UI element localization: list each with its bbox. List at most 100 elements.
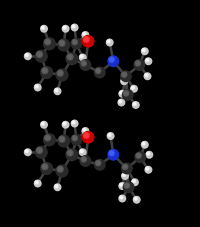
Circle shape <box>45 136 50 141</box>
Circle shape <box>145 74 148 77</box>
Circle shape <box>35 50 48 64</box>
Circle shape <box>35 181 38 184</box>
Circle shape <box>55 89 58 92</box>
Circle shape <box>131 86 135 90</box>
Circle shape <box>44 39 51 46</box>
Circle shape <box>54 183 62 191</box>
Circle shape <box>58 136 66 143</box>
Circle shape <box>57 39 70 52</box>
Circle shape <box>84 134 89 138</box>
Circle shape <box>35 86 38 88</box>
Circle shape <box>24 149 32 157</box>
Circle shape <box>24 149 29 154</box>
Circle shape <box>40 121 48 129</box>
Circle shape <box>25 54 28 57</box>
Circle shape <box>121 79 125 83</box>
Circle shape <box>55 165 69 178</box>
Circle shape <box>82 36 95 48</box>
Circle shape <box>120 78 128 86</box>
Circle shape <box>82 128 86 133</box>
Circle shape <box>79 149 87 157</box>
Circle shape <box>68 151 72 155</box>
Circle shape <box>131 87 134 90</box>
Circle shape <box>65 148 78 162</box>
Circle shape <box>54 89 59 93</box>
Circle shape <box>134 197 137 200</box>
Circle shape <box>34 85 39 89</box>
Circle shape <box>72 26 75 29</box>
Circle shape <box>119 183 123 187</box>
Circle shape <box>107 56 119 68</box>
Circle shape <box>83 132 90 139</box>
Circle shape <box>81 127 89 135</box>
Circle shape <box>57 135 70 148</box>
Circle shape <box>79 155 91 167</box>
Circle shape <box>106 39 114 47</box>
Circle shape <box>43 69 47 74</box>
Circle shape <box>62 26 70 34</box>
Circle shape <box>141 141 149 149</box>
Circle shape <box>60 137 64 142</box>
Circle shape <box>141 49 146 53</box>
Circle shape <box>106 40 111 44</box>
Circle shape <box>133 196 141 204</box>
Circle shape <box>130 85 138 93</box>
Circle shape <box>80 150 83 153</box>
Circle shape <box>73 41 77 45</box>
Circle shape <box>72 121 75 124</box>
Circle shape <box>117 99 125 107</box>
Circle shape <box>120 184 123 186</box>
Circle shape <box>41 163 48 170</box>
Circle shape <box>122 73 126 77</box>
Circle shape <box>145 167 149 171</box>
Circle shape <box>41 123 44 126</box>
Circle shape <box>80 61 87 67</box>
Circle shape <box>66 150 74 157</box>
Circle shape <box>58 72 62 76</box>
Circle shape <box>83 129 86 132</box>
Circle shape <box>79 60 91 72</box>
Circle shape <box>94 159 106 171</box>
Circle shape <box>144 166 152 174</box>
Circle shape <box>63 123 66 126</box>
Circle shape <box>141 142 146 146</box>
Circle shape <box>41 26 45 31</box>
Circle shape <box>95 160 101 167</box>
Circle shape <box>25 150 28 153</box>
Circle shape <box>142 143 145 145</box>
Circle shape <box>82 158 86 162</box>
Circle shape <box>131 178 139 186</box>
Circle shape <box>119 195 123 200</box>
Circle shape <box>141 48 149 56</box>
Circle shape <box>108 134 111 137</box>
Circle shape <box>36 52 43 59</box>
Circle shape <box>58 167 62 172</box>
Circle shape <box>80 56 83 59</box>
Circle shape <box>24 54 29 58</box>
Circle shape <box>123 181 135 193</box>
Circle shape <box>124 92 128 96</box>
Circle shape <box>37 148 42 153</box>
Circle shape <box>123 165 127 169</box>
Circle shape <box>118 182 126 190</box>
Circle shape <box>119 91 123 95</box>
Circle shape <box>96 161 100 165</box>
Circle shape <box>133 103 136 106</box>
Circle shape <box>60 42 64 46</box>
Circle shape <box>79 54 87 62</box>
Circle shape <box>55 69 69 82</box>
Circle shape <box>81 32 89 40</box>
Circle shape <box>146 168 149 170</box>
Circle shape <box>43 38 56 51</box>
Circle shape <box>70 39 82 51</box>
Circle shape <box>124 183 130 189</box>
Circle shape <box>71 121 76 125</box>
Circle shape <box>95 68 101 75</box>
Circle shape <box>62 26 67 31</box>
Circle shape <box>41 27 44 30</box>
Circle shape <box>110 58 114 62</box>
Circle shape <box>134 61 141 67</box>
Circle shape <box>44 135 51 142</box>
Circle shape <box>135 153 142 159</box>
Circle shape <box>147 153 150 155</box>
